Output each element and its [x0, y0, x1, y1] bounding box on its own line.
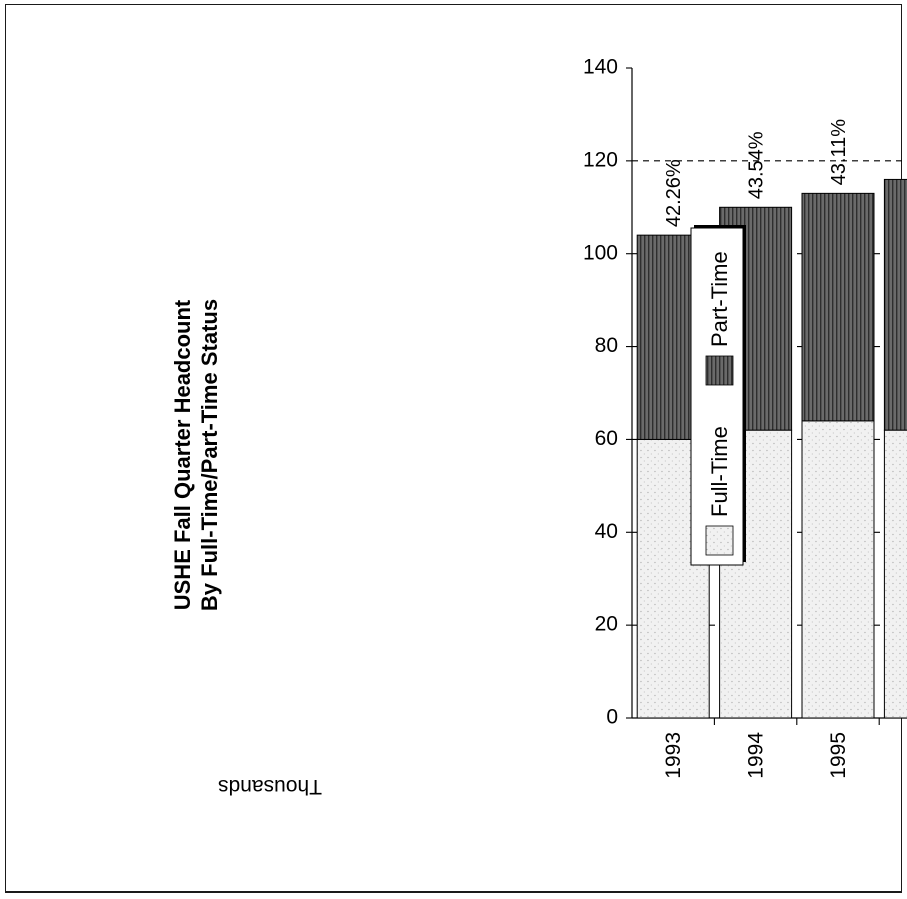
chart-subtitle: By Full-Time/Part-Time Status — [197, 299, 222, 611]
labels: 42.26%199343.54%199443.11%199546.10%1996… — [583, 56, 850, 779]
legend-label-part-time: Part-Time — [707, 251, 732, 347]
category-label-1993: 1993 — [662, 732, 685, 779]
legend-swatch-full-time — [705, 525, 734, 556]
bar-full-time-1995 — [801, 420, 875, 719]
legend-shadow-bottom — [743, 225, 746, 562]
bar-percent-label-1993: 42.26% — [663, 159, 685, 227]
bar-full-time-1996 — [883, 429, 907, 719]
category-label-1995: 1995 — [827, 732, 850, 779]
bar-part-time-1995 — [801, 192, 875, 422]
y-tick-label-100: 100 — [583, 241, 618, 264]
chart-title: USHE Fall Quarter Headcount — [170, 299, 195, 610]
y-tick-label-80: 80 — [595, 334, 618, 357]
bar-percent-label-1994: 43.54% — [746, 131, 768, 199]
legend-label-full-time: Full-Time — [707, 426, 732, 517]
legend: Full-Time Part-Time — [690, 225, 746, 566]
y-tick-label-20: 20 — [595, 613, 618, 636]
bars — [636, 178, 907, 719]
y-tick-label-0: 0 — [606, 706, 618, 729]
y-tick-label-120: 120 — [583, 148, 618, 171]
y-tick-label-60: 60 — [595, 427, 618, 450]
category-label-1994: 1994 — [745, 732, 768, 779]
chart-title-group: USHE Fall Quarter Headcount By Full-Time… — [170, 299, 222, 611]
bar-percent-label-1995: 43.11% — [828, 119, 850, 186]
y-axis-label: Thousands — [218, 775, 322, 798]
y-tick-label-140: 140 — [583, 56, 618, 79]
bar-part-time-1996 — [883, 178, 907, 431]
legend-swatch-part-time — [705, 355, 734, 386]
y-tick-label-40: 40 — [595, 520, 618, 543]
legend-shadow-right — [694, 225, 746, 228]
